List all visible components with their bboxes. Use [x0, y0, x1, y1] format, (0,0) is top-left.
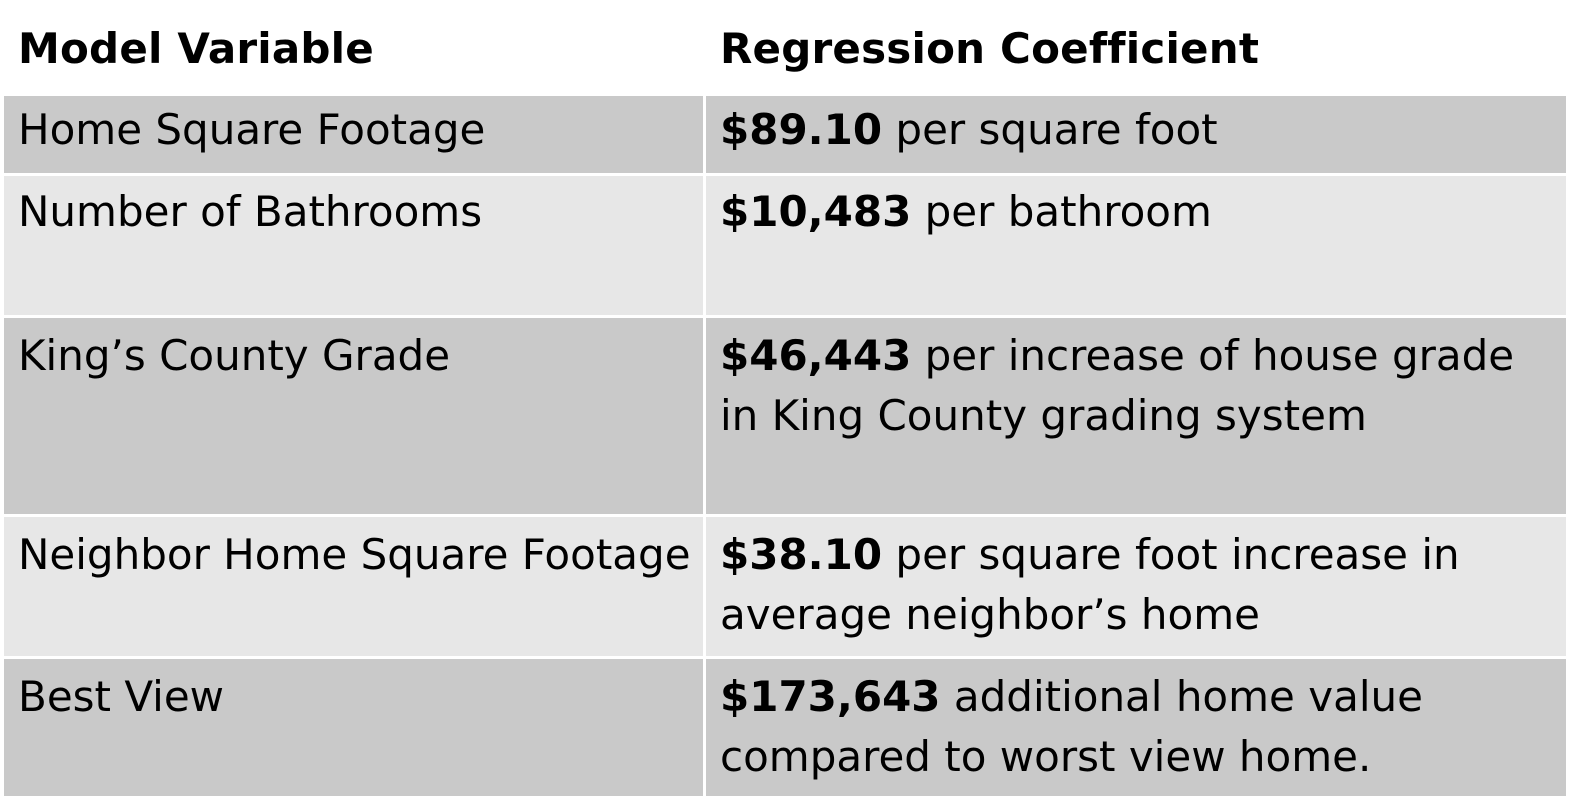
coefficient-value: $10,483 — [720, 187, 912, 236]
coefficient-description: additional home value compared to worst … — [720, 672, 1423, 781]
table-header-row: Model Variable Regression Coefficient — [4, 0, 1566, 93]
coefficient-value: $89.10 — [720, 105, 883, 154]
variable-cell: Number of Bathrooms — [18, 187, 483, 236]
variable-cell: Best View — [18, 672, 225, 721]
table-row: King’s County Grade $46,443 per increase… — [4, 315, 1566, 514]
header-regression-coefficient: Regression Coefficient — [703, 0, 1566, 93]
coefficient-cell: $89.10 per square foot — [703, 96, 1566, 173]
coefficient-cell: $38.10 per square foot increase in avera… — [703, 517, 1566, 656]
header-model-variable: Model Variable — [18, 24, 374, 73]
table-row: Number of Bathrooms $10,483 per bathroom — [4, 173, 1566, 315]
coefficient-value: $46,443 — [720, 331, 912, 380]
variable-cell: Home Square Footage — [18, 105, 486, 154]
coefficient-value: $38.10 — [720, 530, 883, 579]
coefficient-description: per bathroom — [911, 187, 1212, 236]
regression-table: Model Variable Regression Coefficient Ho… — [4, 0, 1566, 796]
coefficient-description: per increase of house grade in King Coun… — [720, 331, 1515, 440]
coefficient-description: per square foot increase in average neig… — [720, 530, 1460, 639]
variable-cell: King’s County Grade — [18, 331, 451, 380]
coefficient-value: $173,643 — [720, 672, 941, 721]
coefficient-cell: $173,643 additional home value compared … — [703, 659, 1566, 796]
table-row: Neighbor Home Square Footage $38.10 per … — [4, 514, 1566, 656]
coefficient-description: per square foot — [882, 105, 1218, 154]
coefficient-cell: $46,443 per increase of house grade in K… — [703, 318, 1566, 514]
coefficient-cell: $10,483 per bathroom — [703, 176, 1566, 315]
variable-cell: Neighbor Home Square Footage — [18, 530, 691, 579]
table-row: Best View $173,643 additional home value… — [4, 656, 1566, 796]
table-row: Home Square Footage $89.10 per square fo… — [4, 93, 1566, 173]
